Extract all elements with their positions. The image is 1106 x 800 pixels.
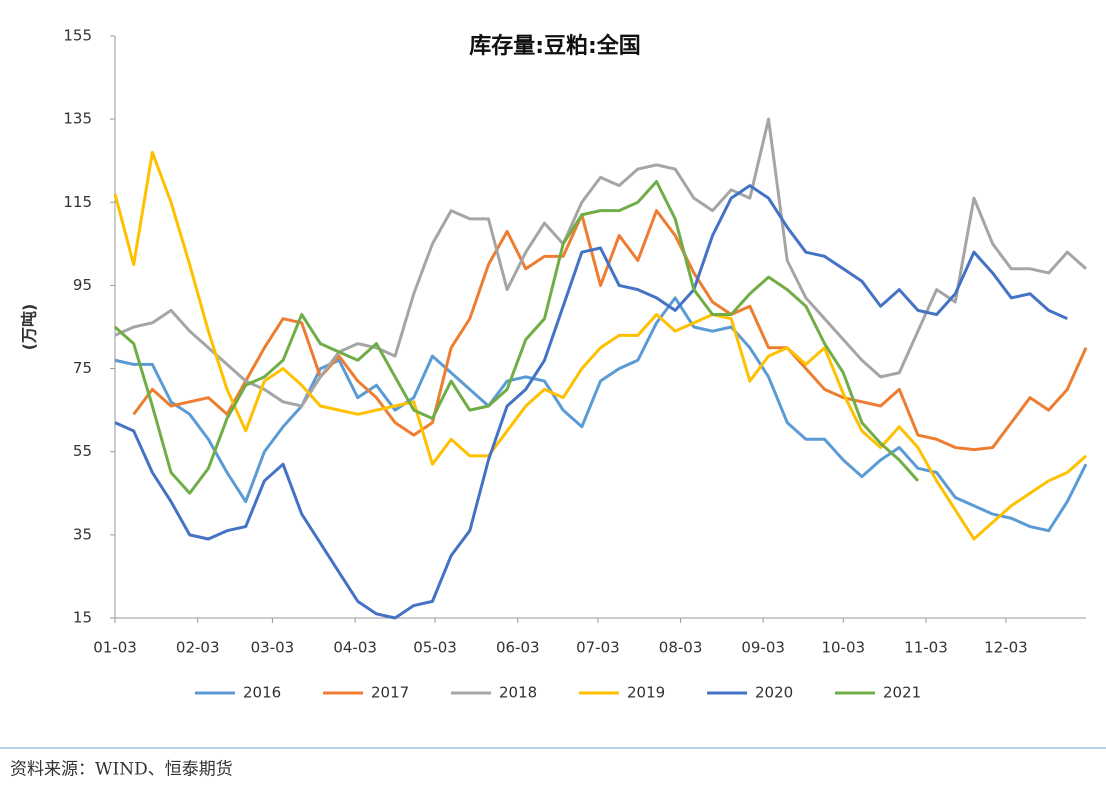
- series-line: [132, 209, 1088, 452]
- x-tick-label: 04-03: [333, 639, 377, 657]
- y-tick-label: 35: [73, 525, 92, 543]
- y-tick-label: 55: [73, 442, 92, 460]
- chart-title: 库存量:豆粕:全国: [469, 33, 641, 59]
- legend-label: 2021: [883, 684, 921, 702]
- legend-label: 2019: [627, 684, 665, 702]
- x-tick-label: 09-03: [741, 639, 785, 657]
- legend-label: 2016: [243, 684, 281, 702]
- legend-label: 2018: [499, 684, 537, 702]
- series-line: [114, 117, 1087, 408]
- x-tick-label: 11-03: [904, 639, 948, 657]
- source-note: 资料来源：WIND、恒泰期货: [10, 760, 233, 780]
- series-line: [113, 150, 1087, 541]
- y-tick-label: 95: [73, 276, 92, 294]
- x-tick-label: 07-03: [576, 639, 620, 657]
- y-tick-label: 155: [63, 27, 92, 45]
- x-tick-label: 03-03: [251, 639, 295, 657]
- series-line: [114, 184, 1068, 620]
- y-axis-label: (万吨): [20, 304, 39, 351]
- series-line: [114, 296, 1088, 533]
- legend-label: 2020: [755, 684, 793, 702]
- y-tick-label: 75: [73, 359, 92, 377]
- x-tick-label: 08-03: [659, 639, 703, 657]
- y-tick-label: 115: [63, 193, 92, 211]
- x-tick-label: 06-03: [496, 639, 540, 657]
- x-tick-label: 10-03: [821, 639, 865, 657]
- x-tick-label: 05-03: [413, 639, 457, 657]
- x-tick-label: 12-03: [984, 639, 1028, 657]
- series-line: [114, 180, 920, 495]
- x-tick-label: 02-03: [176, 639, 220, 657]
- x-tick-label: 01-03: [93, 639, 137, 657]
- y-tick-label: 135: [63, 110, 92, 128]
- legend-label: 2017: [371, 684, 409, 702]
- y-tick-label: 15: [73, 609, 92, 627]
